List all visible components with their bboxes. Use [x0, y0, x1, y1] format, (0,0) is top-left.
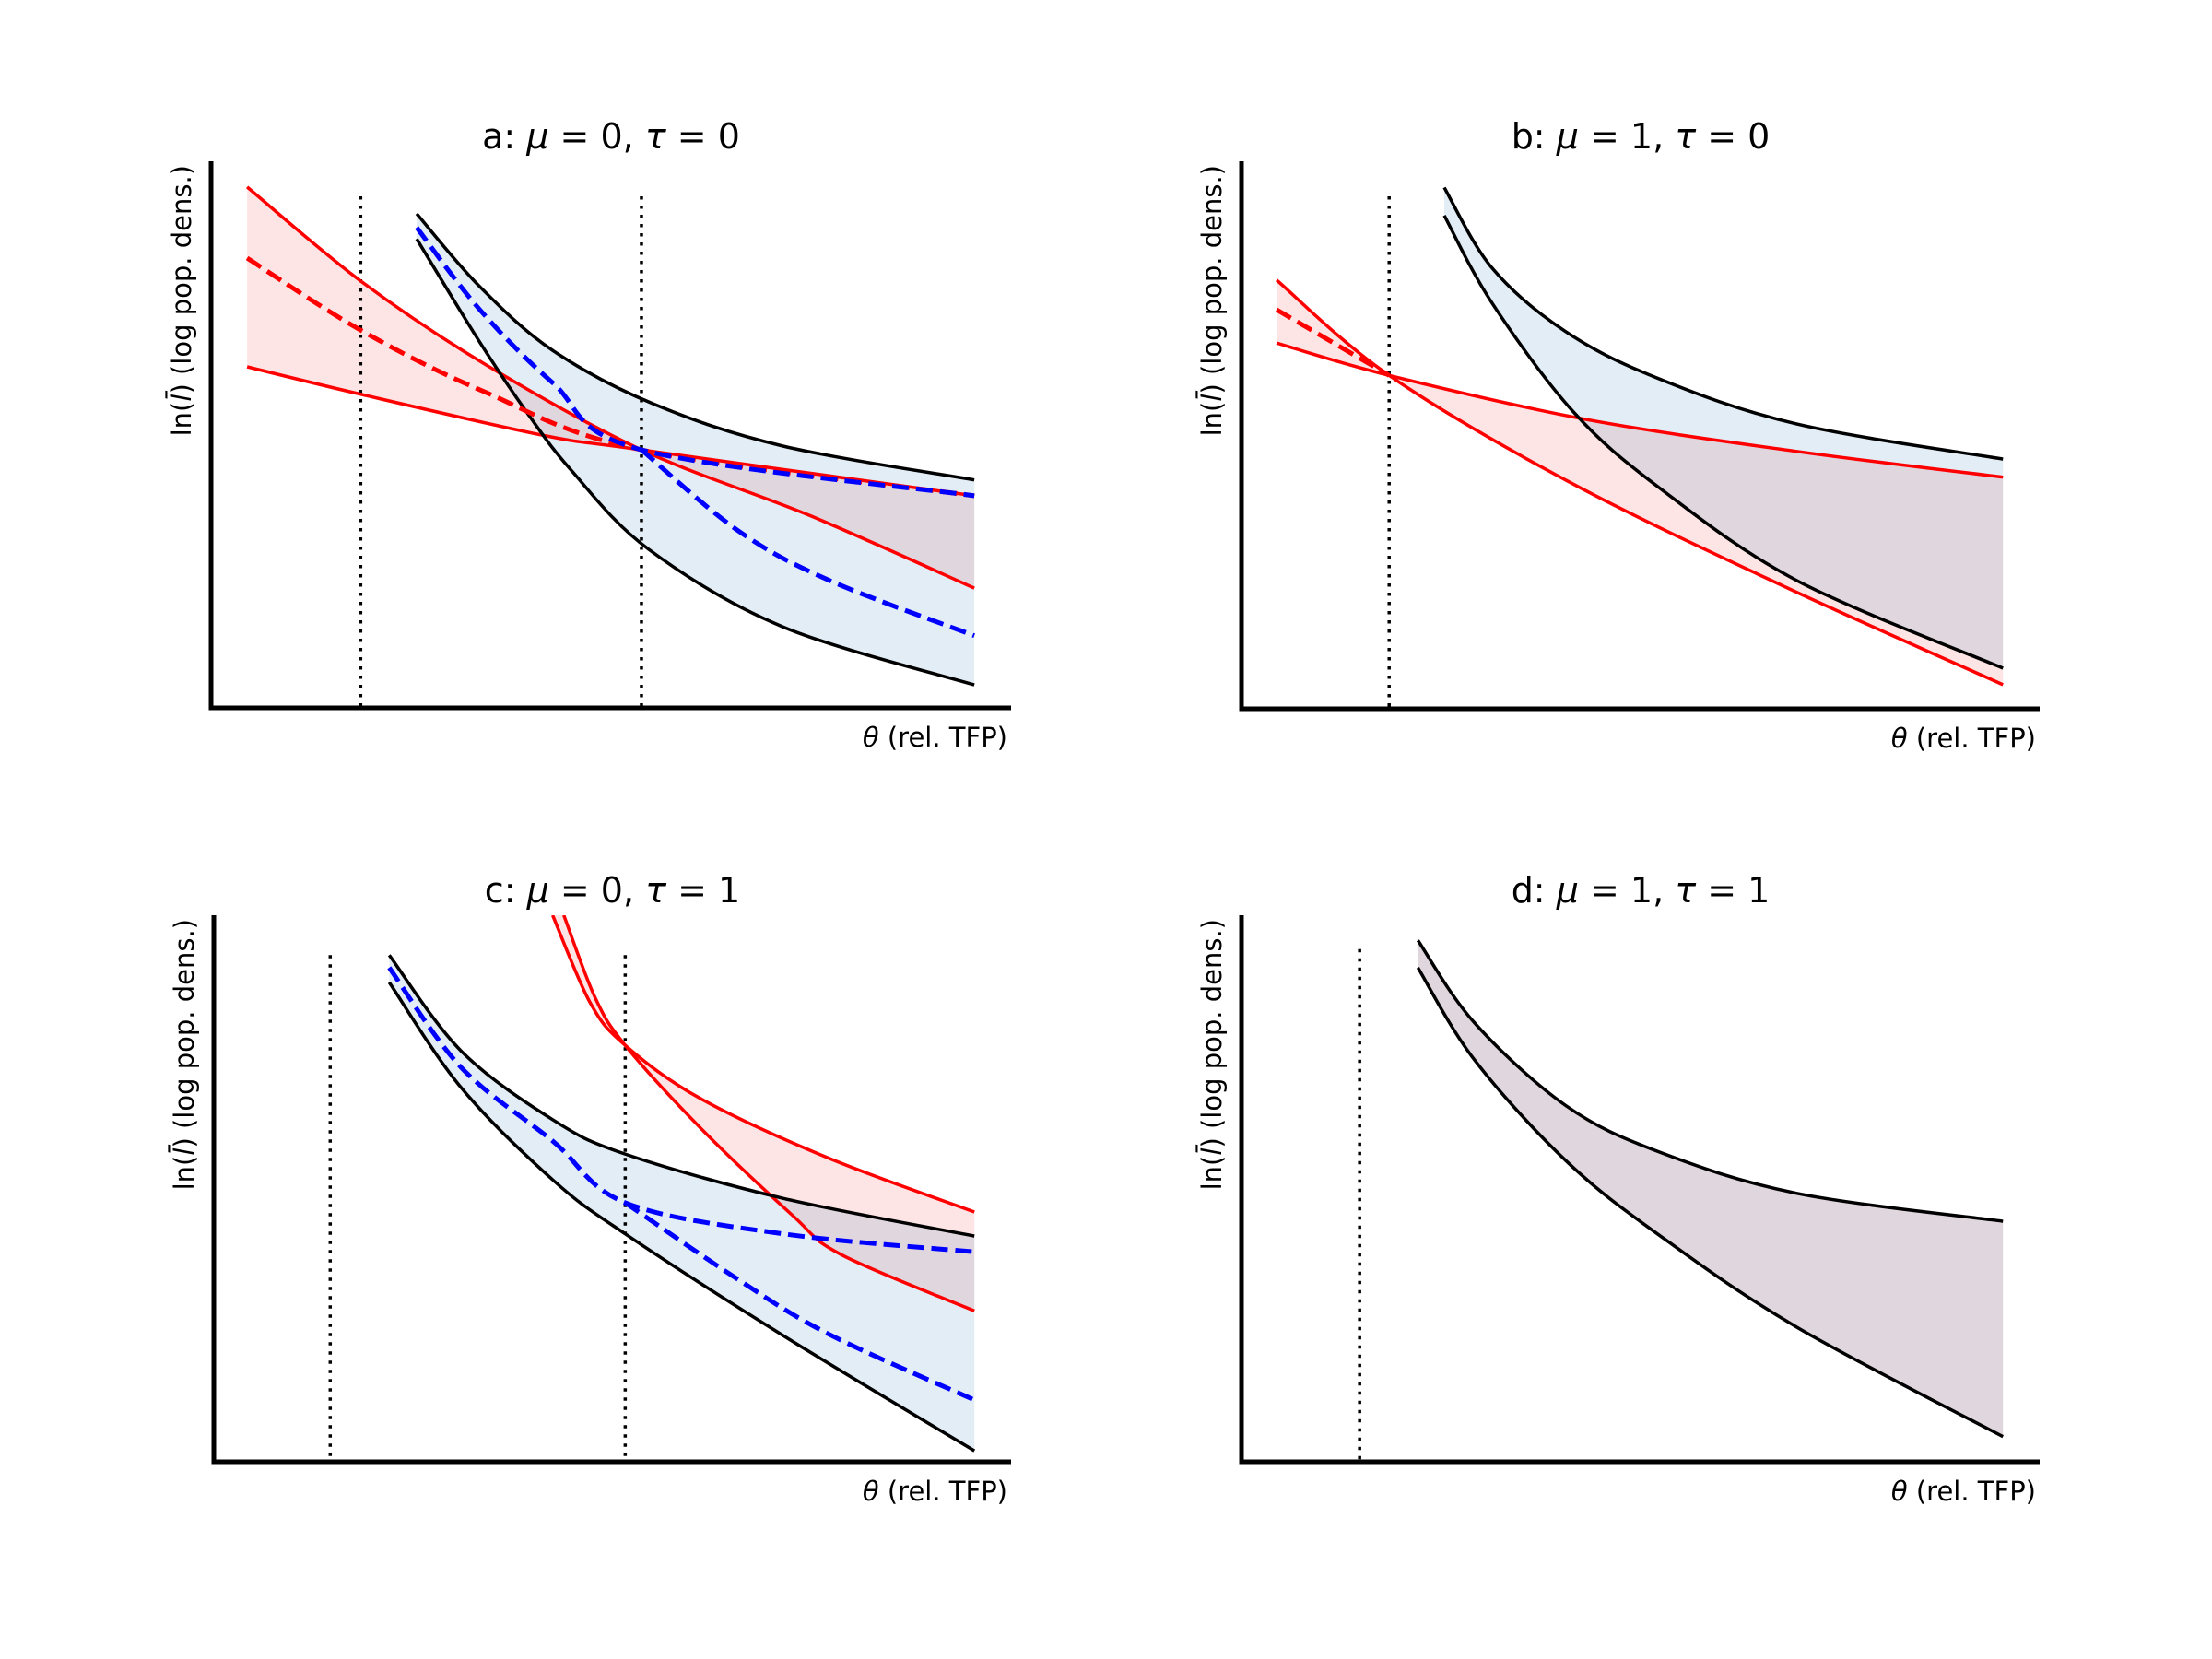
y-label-prefix: ln(: [169, 1156, 200, 1191]
y-label-text: ) (log pop. dens.): [166, 165, 197, 394]
title-prefix: d:: [1512, 870, 1557, 911]
mu-value: = 0,: [548, 116, 644, 157]
series-black-upper: [387, 954, 975, 1238]
series-red-shallow: [1276, 341, 2004, 479]
fill-between-black-upper-black-lower: [1418, 940, 2004, 1437]
series-blue-dashed-2: [623, 1200, 976, 1403]
tau-symbol: τ: [1675, 870, 1697, 911]
theta-symbol: θ: [863, 1476, 879, 1507]
mu-symbol: μ: [1556, 116, 1579, 157]
y-axis-label: ln(l̄) (log pop. dens.): [169, 919, 200, 1190]
x-axis-label: θ (rel. TFP): [863, 722, 1007, 753]
mu-value: = 1,: [1579, 116, 1675, 157]
mu-symbol: μ: [525, 116, 548, 157]
y-label-prefix: ln(: [1196, 1156, 1228, 1191]
y-label-text: ) (log pop. dens.): [1196, 919, 1228, 1148]
series-red-lower: [562, 915, 975, 1312]
series-black-lower: [387, 981, 976, 1453]
mu-symbol: μ: [526, 870, 549, 911]
y-axis-label: ln(l̄) (log pop. dens.): [1196, 165, 1228, 436]
panel-title: b: μ = 1, τ = 0: [1512, 116, 1771, 157]
y-axis-label: ln(l̄) (log pop. dens.): [166, 165, 197, 436]
fill-between-black-upper-black-lower: [389, 955, 975, 1452]
y-label-text: ) (log pop. dens.): [169, 919, 200, 1148]
title-prefix: c:: [485, 870, 527, 911]
plot-area: [1275, 186, 2004, 709]
tau-symbol: τ: [645, 116, 667, 157]
panel-d: d: μ = 1, τ = 1 θ (rel. TFP) ln(l̄) (log p…: [1196, 870, 2040, 1507]
plot-area: [245, 185, 975, 708]
x-axis-label: θ (rel. TFP): [1891, 1476, 2036, 1507]
tau-value: = 0: [666, 116, 740, 157]
series-red-dashed: [1275, 307, 1391, 378]
theta-symbol: θ: [1891, 1476, 1908, 1507]
x-axis-label: θ (rel. TFP): [1891, 723, 2036, 754]
tau-symbol: τ: [1675, 116, 1697, 157]
series-black-lower: [415, 238, 975, 687]
mu-symbol: μ: [1556, 870, 1579, 911]
series-red-steep: [1275, 278, 2004, 687]
y-label-prefix: ln(: [166, 402, 197, 437]
fill-between-red-upper-red-lower: [247, 186, 975, 589]
plot-area: [328, 915, 976, 1462]
y-label-text: ) (log pop. dens.): [1196, 165, 1228, 394]
panel-title: a: μ = 0, τ = 0: [482, 116, 740, 157]
series-black-lower: [1442, 214, 2004, 670]
series-black-upper: [1416, 939, 2004, 1223]
tau-symbol: τ: [645, 870, 667, 911]
panel-title: d: μ = 1, τ = 1: [1512, 870, 1771, 911]
x-label-text: (rel. TFP): [1908, 1476, 2036, 1507]
theta-symbol: θ: [863, 722, 879, 753]
y-axis-label: ln(l̄) (log pop. dens.): [1196, 919, 1228, 1190]
fill-between-red-steep-red-shallow: [1277, 279, 2004, 685]
theta-symbol: θ: [1891, 723, 1908, 754]
mu-value: = 0,: [549, 870, 645, 911]
mu-value: = 1,: [1579, 870, 1675, 911]
y-label-prefix: ln(: [1196, 402, 1228, 437]
panel-a: a: μ = 0, τ = 0 θ (rel. TFP) ln(l̄) (log p…: [166, 116, 1011, 753]
x-axis-label: θ (rel. TFP): [863, 1476, 1007, 1507]
fill-between-black-upper-black-lower: [417, 213, 975, 686]
series-black-upper: [1442, 186, 2004, 461]
panel-title: c: μ = 0, τ = 1: [485, 870, 740, 911]
fill-between-black-upper-black-lower: [1444, 187, 2004, 668]
x-label-text: (rel. TFP): [879, 1476, 1007, 1507]
series-red-upper: [550, 915, 975, 1214]
series-blue-dashed-1: [415, 226, 975, 499]
series-blue-dashed-2: [640, 448, 975, 639]
tau-value: = 1: [666, 870, 740, 911]
title-prefix: b:: [1512, 116, 1557, 157]
fill-between-red-upper-red-lower: [552, 915, 975, 1312]
title-prefix: a:: [482, 116, 526, 157]
series-black-lower: [1416, 966, 2005, 1439]
tau-value: = 1: [1696, 870, 1770, 911]
series-black-upper: [415, 212, 975, 482]
plot-area: [1358, 939, 2005, 1462]
panel-c: c: μ = 0, τ = 1 θ (rel. TFP) ln(l̄) (log p…: [169, 870, 1011, 1507]
tau-value: = 0: [1696, 116, 1770, 157]
x-label-text: (rel. TFP): [879, 722, 1007, 753]
fill-between-black-upper-black-lower: [1418, 940, 2004, 1437]
x-label-text: (rel. TFP): [1908, 723, 2036, 754]
panel-b: b: μ = 1, τ = 0 θ (rel. TFP) ln(l̄) (log p…: [1196, 116, 2040, 754]
